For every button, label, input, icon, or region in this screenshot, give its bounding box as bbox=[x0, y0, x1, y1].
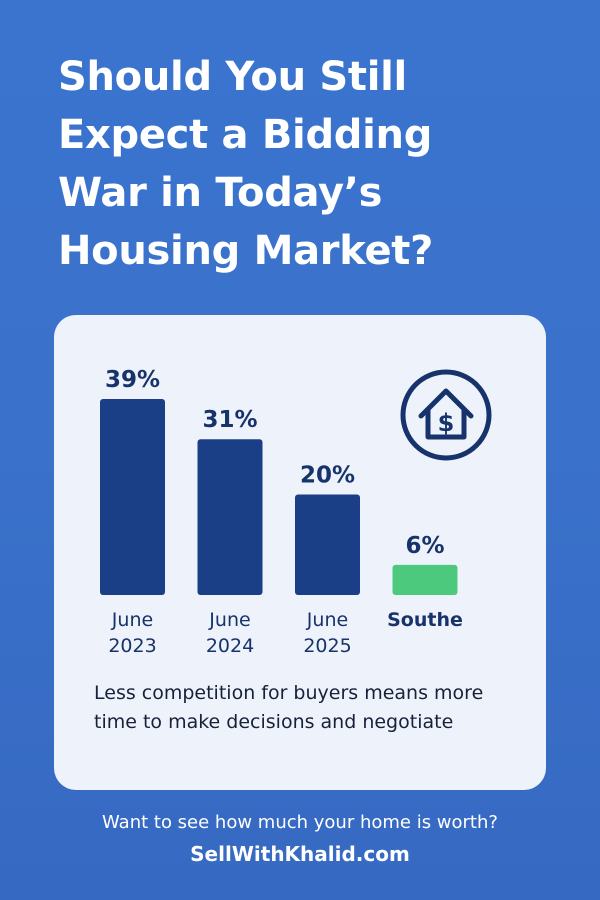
house-dollar-icon: $ bbox=[400, 369, 492, 461]
website-link[interactable]: SellWithKhalid.com bbox=[190, 842, 410, 866]
category-label-4-line-1: Southe bbox=[387, 609, 463, 631]
bar-chart: 39% June 2023 31% June 2024 20% June 2025 6% South… bbox=[100, 367, 463, 657]
chart-caption: Less competition for buyers means more t… bbox=[94, 682, 484, 733]
bar-4 bbox=[392, 564, 458, 595]
value-label-2: 31% bbox=[202, 407, 257, 433]
footer-question: Want to see how much your home is worth? bbox=[102, 812, 498, 833]
bar-2 bbox=[197, 439, 263, 595]
bar-3 bbox=[295, 494, 360, 595]
svg-text:$: $ bbox=[438, 409, 455, 437]
category-label-1-line-1: June bbox=[111, 609, 153, 631]
headline-line-3: War in Today’s bbox=[58, 170, 383, 216]
headline: Should You Still Expect a Bidding War in… bbox=[58, 48, 558, 280]
category-label-2-line-2: 2024 bbox=[206, 635, 254, 657]
headline-line-4: Housing Market? bbox=[58, 228, 433, 274]
value-label-4: 6% bbox=[405, 533, 444, 559]
bar-1 bbox=[100, 399, 165, 595]
headline-line-2: Expect a Bidding bbox=[58, 112, 433, 158]
value-label-3: 20% bbox=[300, 462, 355, 488]
category-label-3-line-2: 2025 bbox=[303, 635, 351, 657]
category-label-1-line-2: 2023 bbox=[108, 635, 156, 657]
value-label-1: 39% bbox=[105, 367, 160, 393]
chart-card: 39% June 2023 31% June 2024 20% June 2025 6% South… bbox=[54, 315, 546, 790]
category-label-2-line-1: June bbox=[208, 609, 250, 631]
headline-line-1: Should You Still bbox=[58, 54, 407, 100]
category-label-3-line-1: June bbox=[306, 609, 348, 631]
